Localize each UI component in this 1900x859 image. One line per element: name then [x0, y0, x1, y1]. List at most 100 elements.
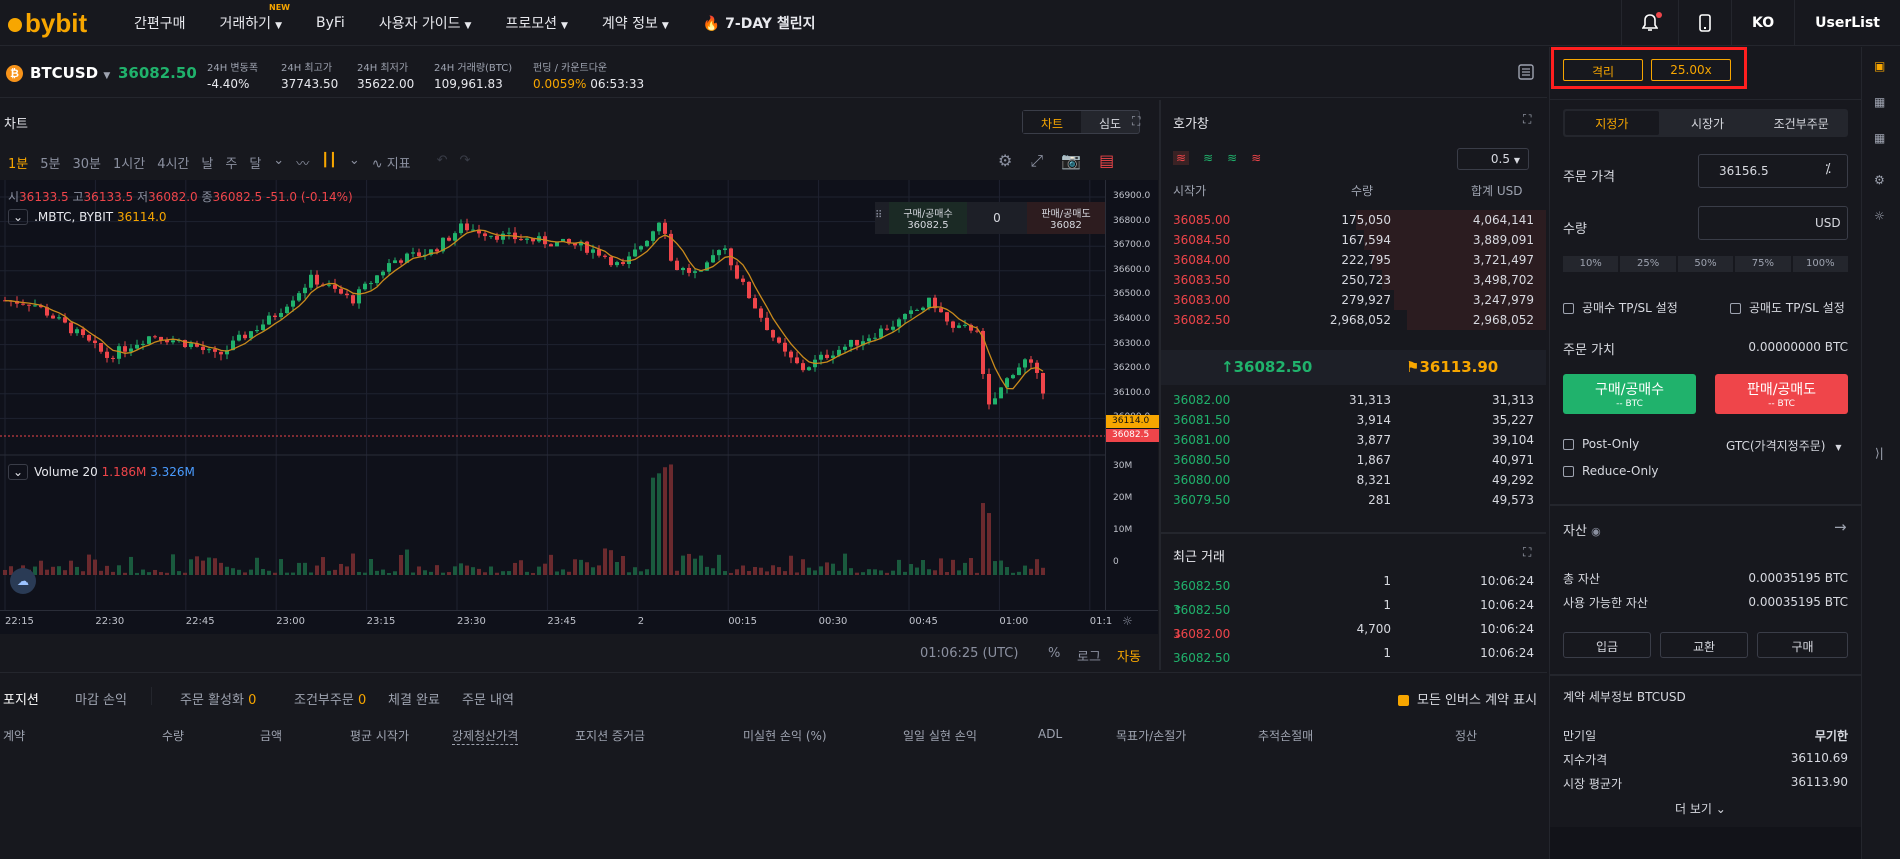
- interval-1h[interactable]: 1시간: [112, 157, 146, 172]
- nav-trade[interactable]: 거래하기 ▼ NEW: [220, 3, 290, 33]
- bid-row[interactable]: 36081.00 3,877 39,104: [1161, 430, 1546, 450]
- tab-limit[interactable]: 지정가: [1565, 111, 1659, 135]
- checkbox[interactable]: [1563, 303, 1574, 314]
- buy-side-icon[interactable]: ≋: [1203, 151, 1214, 165]
- indicator-icon[interactable]: ∿ 지표: [371, 157, 411, 172]
- bid-row[interactable]: 36082.00 31,313 31,313: [1161, 390, 1546, 410]
- redo-icon[interactable]: ↷: [459, 153, 471, 168]
- arrow-right-icon[interactable]: →: [1834, 518, 1847, 536]
- price-sync-icon[interactable]: ⁒: [1825, 162, 1831, 177]
- theme-sun-icon[interactable]: ☼: [1874, 209, 1885, 223]
- tab-market[interactable]: 시장가: [1690, 117, 1725, 131]
- tab-order-history[interactable]: 주문 내역: [462, 693, 514, 708]
- layout-pip-icon[interactable]: ▣: [1874, 59, 1886, 73]
- user-menu[interactable]: UserList: [1794, 0, 1900, 46]
- interval-5m[interactable]: 5분: [40, 157, 61, 172]
- buy-crypto-button[interactable]: 구매: [1757, 632, 1848, 658]
- bid-row[interactable]: 36081.50 3,914 35,227: [1161, 410, 1546, 430]
- tab-positions[interactable]: 포지션: [3, 693, 39, 708]
- quick-buy-button[interactable]: 구매/공매수 36082.5: [889, 202, 967, 234]
- nav-promotion[interactable]: 프로모션 ▼: [505, 13, 567, 33]
- ask-row[interactable]: 36083.50 250,723 3,498,702: [1161, 270, 1546, 290]
- ask-row[interactable]: 36085.00 175,050 4,064,141: [1161, 210, 1546, 230]
- pct-50-button[interactable]: 50%: [1677, 256, 1734, 272]
- nav-contract-info[interactable]: 계약 정보 ▼: [602, 13, 669, 33]
- quick-trade-qty[interactable]: 0: [993, 211, 1001, 225]
- interval-day[interactable]: 날: [201, 157, 214, 172]
- tab-conditional-orders[interactable]: 조건부주문 0: [294, 689, 366, 708]
- nav-user-guide[interactable]: 사용자 가이드 ▼: [379, 13, 472, 33]
- sell-short-button[interactable]: 판매/공매도 -- BTC: [1715, 374, 1848, 414]
- nav-7day-challenge[interactable]: 🔥 7-DAY 챌린지: [703, 13, 816, 33]
- line-chart-icon[interactable]: 〰: [296, 157, 310, 172]
- drag-handle-icon[interactable]: ⠿: [875, 210, 883, 221]
- tif-select[interactable]: GTC(가격지정주문) ▼: [1726, 437, 1841, 454]
- leverage-button[interactable]: 25.00x: [1651, 59, 1731, 81]
- settings-gear-icon[interactable]: ⚙: [998, 151, 1013, 170]
- post-only-checkbox[interactable]: Post-Only: [1563, 437, 1639, 451]
- nav-byfi[interactable]: ByFi: [316, 15, 345, 31]
- tab-depth[interactable]: 심도: [1098, 117, 1122, 131]
- tab-filled[interactable]: 체결 완료: [388, 693, 440, 708]
- pct-10-button[interactable]: 10%: [1563, 256, 1619, 272]
- ask-row[interactable]: 36084.00 222,795 3,721,497: [1161, 250, 1546, 270]
- depth-mode-icon[interactable]: ≋: [1227, 151, 1238, 165]
- expand-icon[interactable]: ⛶: [1523, 112, 1532, 126]
- chevron-down-icon[interactable]: ⌄: [273, 153, 285, 168]
- tab-conditional[interactable]: 조건부주문: [1773, 117, 1829, 131]
- tab-closed-pnl[interactable]: 마감 손익: [75, 693, 127, 708]
- see-more-button[interactable]: 더 보기 ⌄: [1675, 800, 1726, 817]
- ask-row[interactable]: 36084.50 167,594 3,889,091: [1161, 230, 1546, 250]
- interval-30m[interactable]: 30분: [72, 157, 101, 172]
- tab-active-orders[interactable]: 주문 활성화 0: [180, 689, 256, 708]
- pct-75-button[interactable]: 75%: [1735, 256, 1791, 272]
- margin-mode-button[interactable]: 격리: [1563, 59, 1643, 81]
- settings-gear-icon[interactable]: ⚙: [1874, 173, 1885, 187]
- exchange-button[interactable]: 교환: [1660, 632, 1748, 658]
- deposit-button[interactable]: 입금: [1563, 632, 1651, 658]
- chevron-down-icon[interactable]: ⌄: [8, 209, 29, 225]
- checkbox[interactable]: [1730, 303, 1741, 314]
- reduce-only-checkbox[interactable]: Reduce-Only: [1563, 464, 1659, 478]
- checkbox[interactable]: [1563, 439, 1574, 450]
- camera-icon[interactable]: 📷: [1061, 151, 1082, 170]
- price-input[interactable]: 36156.5 ⁒: [1698, 154, 1848, 188]
- notification-bell-icon[interactable]: [1621, 0, 1678, 46]
- fullscreen-icon[interactable]: ⤢: [1030, 151, 1044, 170]
- checkbox-checked[interactable]: [1398, 695, 1409, 706]
- checkbox[interactable]: [1563, 466, 1574, 477]
- interval-1m[interactable]: 1분: [8, 157, 29, 172]
- collapse-icon[interactable]: ⟩|: [1875, 446, 1884, 460]
- bid-row[interactable]: 36080.50 1,867 40,971: [1161, 450, 1546, 470]
- interval-week[interactable]: 주: [225, 157, 238, 172]
- undo-icon[interactable]: ↶: [436, 153, 448, 168]
- both-sides-icon[interactable]: ≋: [1173, 151, 1190, 165]
- bid-row[interactable]: 36080.00 8,321 49,292: [1161, 470, 1546, 490]
- column-header[interactable]: 강제청산가격: [452, 729, 519, 745]
- qty-input[interactable]: USD: [1698, 206, 1848, 240]
- layout-grid-icon[interactable]: ▦: [1874, 95, 1886, 109]
- ask-row[interactable]: 36082.50 2,968,052 2,968,052: [1161, 310, 1546, 330]
- quick-sell-button[interactable]: 판매/공매도 36082: [1027, 202, 1105, 234]
- layout-split-icon[interactable]: ▦: [1874, 131, 1886, 145]
- candlestick-icon[interactable]: ┃┃: [321, 153, 337, 168]
- buy-long-button[interactable]: 구매/공매수 -- BTC: [1563, 374, 1696, 414]
- mobile-app-icon[interactable]: [1678, 0, 1731, 46]
- eye-icon[interactable]: ◉: [1591, 525, 1601, 538]
- sun-settings-icon[interactable]: ☼: [1122, 614, 1133, 628]
- pct-100-button[interactable]: 100%: [1792, 256, 1849, 272]
- auto-toggle[interactable]: 자동: [1117, 650, 1141, 665]
- tpsl-buy-checkbox[interactable]: 공매수 TP/SL 설정: [1563, 299, 1678, 316]
- interval-4h[interactable]: 4시간: [157, 157, 190, 172]
- price-chart-canvas[interactable]: 시36133.5 고36133.5 저36082.0 종36082.5 -51.…: [0, 180, 1159, 610]
- show-all-inverse-checkbox[interactable]: 모든 인버스 계약 표시: [1398, 689, 1537, 708]
- nav-quick-buy[interactable]: 간편구매: [134, 13, 186, 33]
- expand-icon[interactable]: ⛶: [1132, 114, 1141, 128]
- chevron-down-icon[interactable]: ⌄: [8, 464, 29, 480]
- tab-chart[interactable]: 차트: [1023, 111, 1081, 133]
- ask-row[interactable]: 36083.00 279,927 3,247,979: [1161, 290, 1546, 310]
- layout-settings-icon[interactable]: [1518, 64, 1534, 83]
- tpsl-sell-checkbox[interactable]: 공매도 TP/SL 설정: [1730, 299, 1845, 316]
- chart-layout-icon[interactable]: ▤: [1099, 151, 1115, 170]
- interval-month[interactable]: 달: [249, 157, 262, 172]
